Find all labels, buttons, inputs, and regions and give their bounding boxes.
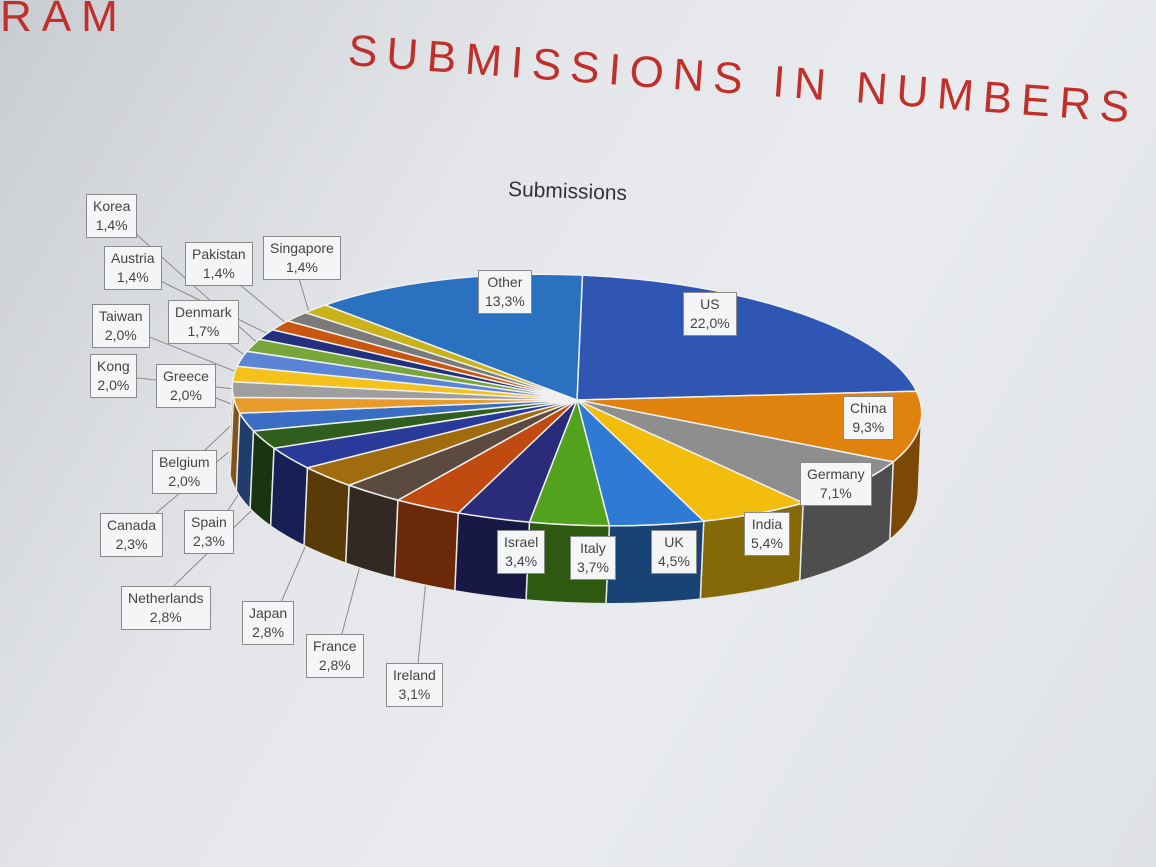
data-label-value: 1,4% [202,265,235,281]
data-label-name: UK [664,534,684,550]
data-label-name: Kong [97,358,130,374]
data-label-france: France 2,8% [306,634,364,678]
data-label-name: France [313,638,357,654]
data-label-value: 5,4% [751,535,783,551]
data-label-value: 2,0% [104,327,137,343]
data-label-denmark: Denmark 1,7% [168,300,239,344]
data-label-singapore: Singapore 1,4% [263,236,341,280]
data-label-value: 2,3% [192,533,225,549]
data-label-name: Japan [249,605,288,621]
data-label-name: Netherlands [128,590,204,606]
data-label-greece: Greece 2,0% [156,364,216,408]
data-label-china: China 9,3% [843,396,894,440]
data-label-name: Italy [580,540,606,556]
data-label-us: US 22,0% [683,292,737,336]
data-label-value: 13,3% [485,293,525,309]
data-label-value: 2,0% [168,473,201,489]
data-label-name: Spain [191,514,227,530]
pie-slice-us [576,274,918,401]
data-label-value: 4,5% [658,553,690,569]
pie-side-ireland [393,499,460,592]
data-label-name: India [751,516,783,532]
data-label-israel: Israel 3,4% [497,530,546,574]
data-label-name: Denmark [175,304,232,320]
data-label-taiwan: Taiwan 2,0% [92,304,150,348]
data-label-value: 2,8% [149,609,182,625]
data-label-name: Taiwan [99,308,143,324]
data-label-india: India 5,4% [744,512,790,556]
pie-side-france [345,484,399,579]
data-label-name: Greece [163,368,209,384]
data-label-belgium: Belgium 2,0% [152,450,217,494]
data-label-uk: UK 4,5% [651,530,697,574]
data-label-japan: Japan 2,8% [242,601,295,645]
data-label-value: 1,4% [95,217,128,233]
data-label-name: Ireland [393,667,436,683]
data-label-name: Austria [111,250,155,266]
data-label-name: Belgium [159,454,210,470]
data-label-name: Singapore [270,240,334,256]
logo-fragment: RAM [0,0,128,41]
data-label-name: Pakistan [192,246,246,262]
data-label-value: 2,0% [97,377,130,393]
data-label-ireland: Ireland 3,1% [386,663,443,707]
data-label-value: 2,0% [170,387,202,403]
data-label-value: 1,4% [285,259,318,275]
data-label-name: Germany [807,466,865,482]
data-label-name: Other [487,274,523,290]
data-label-value: 3,7% [577,559,609,575]
data-label-austria: Austria 1,4% [104,246,162,290]
data-label-pakistan: Pakistan 1,4% [185,242,253,286]
data-label-value: 2,8% [252,624,285,640]
data-label-name: US [700,296,720,312]
data-label-germany: Germany 7,1% [800,462,872,506]
data-label-canada: Canada 2,3% [100,513,164,557]
data-label-spain: Spain 2,3% [184,510,234,554]
data-label-name: Korea [93,198,131,214]
data-label-value: 9,3% [852,419,885,435]
pie-slice-china [576,390,923,463]
data-label-value: 3,1% [398,686,431,702]
data-label-value: 1,7% [187,323,220,339]
data-label-name: Israel [504,534,539,550]
data-label-value: 1,4% [116,269,149,285]
data-label-name: China [850,400,887,416]
data-label-other: Other 13,3% [478,270,532,314]
data-label-name: Canada [107,517,157,533]
data-label-korea: Korea 1,4% [86,194,138,238]
data-label-value: 7,1% [819,485,852,501]
data-label-value: 2,8% [318,657,351,673]
data-label-netherlands: Netherlands 2,8% [121,586,211,630]
data-label-value: 22,0% [690,315,730,331]
data-label-kong: Kong 2,0% [90,354,137,398]
data-label-value: 3,4% [505,553,538,569]
data-label-italy: Italy 3,7% [570,536,616,580]
data-label-value: 2,3% [115,536,148,552]
